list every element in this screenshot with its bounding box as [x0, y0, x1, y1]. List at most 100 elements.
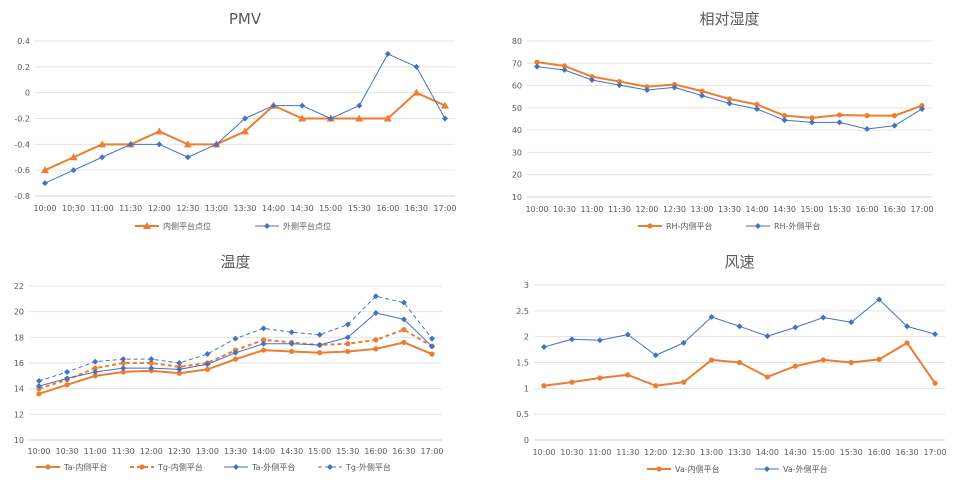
- temp-data-point: [120, 365, 127, 372]
- pmv-data-point: [298, 114, 307, 122]
- pmv-data-point: [299, 102, 306, 109]
- temp-data-point: [289, 348, 295, 355]
- temp-data-point: [64, 368, 71, 375]
- temp-x-tick-label: 10:30: [56, 447, 79, 456]
- wind-x-tick-label: 14:00: [756, 448, 779, 457]
- wind-data-point: [764, 374, 771, 380]
- temp-legend-marker: [233, 464, 239, 470]
- pmv-data-point: [412, 88, 421, 96]
- wind-data-point: [596, 337, 603, 344]
- temp-x-tick-label: 16:30: [392, 447, 415, 456]
- wind-data-point: [848, 359, 854, 366]
- rh-data-point: [864, 113, 870, 119]
- rh-legend-marker: [755, 223, 761, 229]
- temp-data-point: [373, 346, 379, 352]
- temp-data-point: [372, 309, 379, 316]
- pmv-data-point: [184, 154, 191, 161]
- temp-data-point: [176, 360, 183, 366]
- wind-x-tick-label: 15:00: [812, 448, 835, 457]
- temp-data-point: [148, 360, 154, 366]
- rh-data-point: [616, 78, 623, 85]
- pmv-data-point: [384, 50, 391, 57]
- wind-x-tick-label: 12:30: [672, 448, 695, 457]
- pmv-data-point: [70, 167, 77, 174]
- wind-data-point: [764, 333, 771, 340]
- rh-data-point: [919, 105, 925, 112]
- temp-x-tick-label: 15:30: [336, 447, 359, 456]
- wind-legend-label: Va-外侧平台: [783, 464, 828, 474]
- rh-data-point: [534, 59, 540, 65]
- rh-data-point: [809, 119, 815, 126]
- wind-y-tick-label: 1.5: [516, 359, 529, 368]
- rh-x-tick-label: 15:30: [828, 205, 851, 214]
- pmv-x-tick-label: 13:00: [205, 204, 228, 213]
- temp-data-point: [148, 365, 155, 372]
- temp-data-point: [204, 361, 211, 368]
- wind-data-point: [876, 296, 883, 303]
- rh-data-point: [534, 63, 540, 70]
- rh-y-tick-label: 70: [512, 59, 522, 68]
- temp-y-tick-label: 10: [14, 436, 24, 445]
- pmv-y-tick-label: -0.6: [14, 166, 30, 175]
- temp-data-point: [400, 299, 407, 306]
- pmv-data-point: [99, 154, 106, 161]
- temp-data-point: [316, 331, 323, 338]
- wind-data-point: [932, 331, 938, 338]
- wind-x-tick-label: 10:00: [532, 448, 555, 457]
- temp-data-point: [232, 356, 239, 362]
- pmv-y-tick-label: 0.2: [17, 63, 30, 72]
- pmv-data-point: [155, 127, 164, 135]
- temp-legend-marker: [327, 464, 333, 470]
- rh-data-point: [864, 126, 870, 133]
- temp-legend-label: Ta-外侧平台: [251, 462, 295, 472]
- rh-data-point: [754, 101, 760, 108]
- rh-data-point: [781, 113, 788, 119]
- temp-data-point: [288, 340, 295, 347]
- rh-x-tick-label: 17:00: [910, 205, 933, 214]
- pmv-legend-marker: [143, 222, 151, 229]
- rh-data-point: [671, 84, 678, 91]
- temp-legend-label: Ta-内侧平台: [63, 462, 107, 472]
- pmv-legend-label: 外侧平台点位: [283, 221, 331, 231]
- rh-y-tick-label: 20: [512, 171, 522, 180]
- rh-data-point: [589, 77, 595, 83]
- wind-data-point: [820, 314, 827, 321]
- wind-data-point: [680, 339, 687, 346]
- rh-x-tick-label: 15:00: [800, 205, 823, 214]
- wind-data-point: [848, 319, 855, 326]
- wind-legend-marker: [656, 466, 662, 472]
- wind-data-point: [708, 314, 715, 321]
- temp-data-point: [345, 348, 351, 355]
- pmv-x-tick-label: 14:00: [262, 204, 285, 213]
- rh-data-point: [836, 119, 843, 126]
- pmv-data-point: [98, 140, 107, 148]
- wind-data-point: [820, 357, 826, 363]
- temp-legend-marker: [45, 464, 51, 470]
- rh-y-tick-label: 50: [512, 104, 522, 113]
- wind-x-tick-label: 16:30: [896, 448, 919, 457]
- temp-data-point: [400, 316, 407, 323]
- wind-x-tick-label: 11:00: [588, 448, 611, 457]
- wind-x-tick-label: 16:00: [868, 448, 891, 457]
- wind-speed-chart: 风速 3 2.5 2 1.5 1 0.5 010:00 10:30 11:00 11:30 12:00…: [516, 253, 946, 474]
- temp-data-point: [429, 343, 435, 350]
- pmv-x-tick-label: 14:30: [291, 204, 314, 213]
- temp-y-tick-label: 20: [14, 308, 24, 317]
- wind-y-tick-label: 1: [524, 384, 529, 393]
- wind-data-point: [569, 379, 575, 385]
- temp-data-point: [92, 358, 99, 365]
- temp-data-point: [232, 335, 239, 342]
- pmv-x-tick-label: 13:30: [233, 204, 256, 213]
- rh-x-tick-label: 10:30: [553, 205, 576, 214]
- wind-x-tick-label: 13:30: [728, 448, 751, 457]
- temp-data-point: [204, 366, 211, 373]
- pmv-data-point: [270, 102, 277, 109]
- pmv-data-point: [413, 63, 420, 70]
- temp-y-tick-label: 12: [14, 410, 24, 419]
- wind-x-tick-label: 10:30: [560, 448, 583, 457]
- wind-x-tick-label: 13:00: [700, 448, 723, 457]
- temp-data-point: [316, 342, 323, 349]
- temp-data-point: [204, 351, 211, 358]
- temp-data-point: [64, 375, 71, 382]
